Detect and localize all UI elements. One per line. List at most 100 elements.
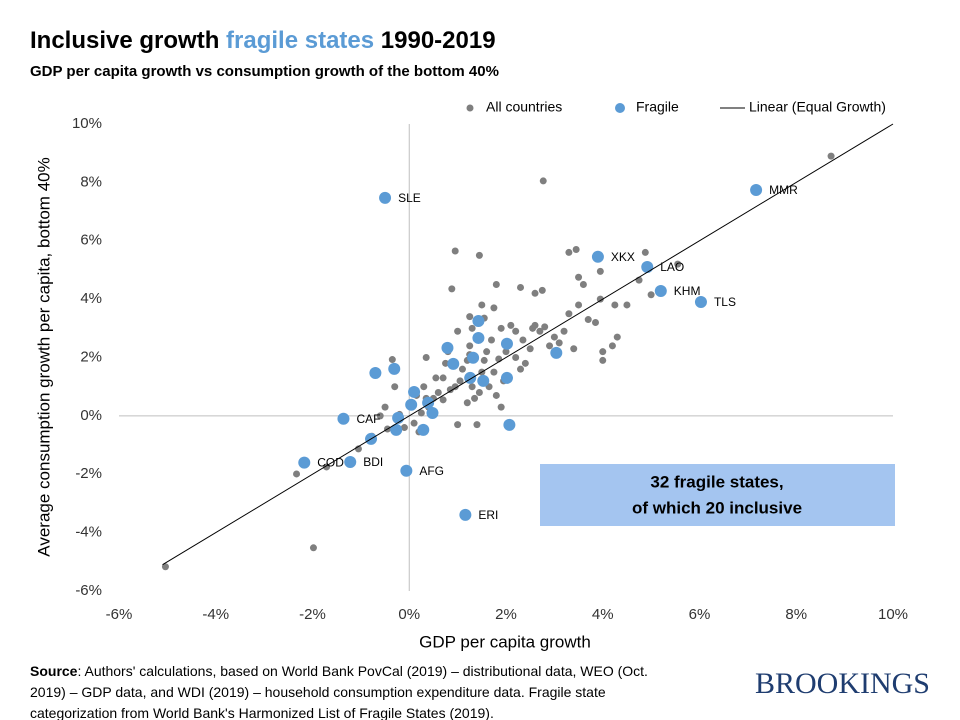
country-point (591, 318, 599, 326)
x-tick-label: 0% (398, 606, 420, 623)
fragile-point (400, 464, 413, 477)
title-part: Inclusive growth (30, 27, 226, 54)
country-point (420, 383, 428, 391)
source-text: 2019) – GDP data, and WDI (2019) – house… (30, 684, 606, 700)
fragile-point (500, 371, 513, 384)
fragile-point (417, 423, 430, 436)
annotation-box (540, 464, 895, 526)
country-point (497, 324, 505, 332)
country-point (512, 354, 520, 361)
country-point (550, 333, 558, 341)
country-point (293, 470, 301, 478)
country-point (579, 281, 587, 289)
country-point (531, 321, 539, 329)
fragile-point (379, 191, 392, 204)
y-tick-label: 8% (80, 173, 102, 190)
country-point (536, 327, 544, 335)
source-text: categorization from World Bank's Harmoni… (30, 705, 494, 720)
country-point (478, 301, 486, 309)
legend-dot (615, 103, 625, 113)
title-part: fragile states (226, 27, 374, 54)
x-tick-label: 2% (495, 606, 517, 623)
country-point (572, 246, 580, 254)
annotation-text: 32 fragile states, (650, 472, 783, 491)
fragile-point (467, 351, 480, 364)
fragile-point (641, 261, 654, 274)
country-point (468, 383, 476, 391)
fragile-point (550, 346, 563, 359)
country-point (584, 316, 592, 324)
source-label: Source (30, 663, 78, 679)
point-label: XKX (611, 250, 635, 264)
country-point (422, 354, 430, 361)
country-point (596, 267, 604, 275)
country-point (538, 286, 546, 294)
point-label: TLS (714, 295, 736, 309)
country-point (521, 359, 529, 367)
country-point (611, 301, 619, 309)
country-point (555, 339, 563, 347)
fragile-point (405, 398, 418, 411)
fragile-point (408, 385, 421, 398)
country-point (309, 544, 317, 552)
country-point (381, 403, 389, 411)
y-tick-label: 4% (80, 290, 102, 307)
source-line: Source: Authors' calculations, based on … (30, 663, 648, 679)
country-point (502, 348, 510, 356)
fragile-point (472, 331, 485, 344)
country-point (507, 321, 515, 329)
country-point (517, 365, 525, 373)
fragile-point (369, 366, 382, 379)
country-point (448, 285, 456, 293)
point-label: LAO (660, 260, 684, 274)
fragile-point (750, 183, 763, 196)
country-point (647, 291, 655, 299)
country-point (575, 273, 583, 281)
country-point (541, 323, 549, 331)
country-point (490, 368, 498, 376)
y-axis-label: Average consumption growth per capita, b… (34, 157, 53, 556)
country-point (410, 419, 418, 427)
country-point (439, 396, 447, 404)
country-point (674, 260, 682, 268)
chart-subtitle: GDP per capita growth vs consumption gro… (30, 63, 499, 80)
country-point (161, 563, 169, 571)
y-tick-label: -6% (75, 582, 102, 599)
point-label: ERI (478, 508, 498, 522)
country-point (456, 377, 464, 385)
fragile-point (344, 455, 357, 468)
fragile-point (337, 412, 350, 425)
country-point (526, 345, 534, 353)
point-label: KHM (674, 284, 701, 298)
country-point (432, 374, 440, 382)
country-point (434, 389, 442, 397)
country-point (827, 152, 835, 160)
country-point (442, 359, 450, 367)
equal-growth-line (162, 123, 894, 566)
country-point (539, 177, 547, 185)
country-point (451, 383, 459, 391)
country-point (531, 289, 539, 297)
country-point (463, 399, 471, 407)
y-tick-label: 6% (80, 232, 102, 249)
country-point (599, 356, 607, 364)
x-axis-label: GDP per capita growth (419, 632, 591, 651)
point-label: SLE (398, 191, 421, 205)
country-point (391, 383, 399, 391)
chart-title: Inclusive growth fragile states 1990-201… (30, 27, 496, 54)
legend-label: Fragile (636, 99, 679, 115)
legend-label: All countries (486, 99, 562, 115)
y-tick-label: -4% (75, 524, 102, 541)
country-point (487, 336, 495, 344)
y-tick-label: 0% (80, 407, 102, 424)
x-tick-label: -4% (202, 606, 229, 623)
fragile-point (694, 296, 707, 309)
x-tick-label: 6% (689, 606, 711, 623)
country-point (388, 356, 396, 364)
fragile-point (477, 374, 490, 387)
country-point (575, 301, 583, 309)
country-point (458, 365, 466, 373)
x-tick-label: -2% (299, 606, 326, 623)
fragile-point (441, 341, 454, 354)
